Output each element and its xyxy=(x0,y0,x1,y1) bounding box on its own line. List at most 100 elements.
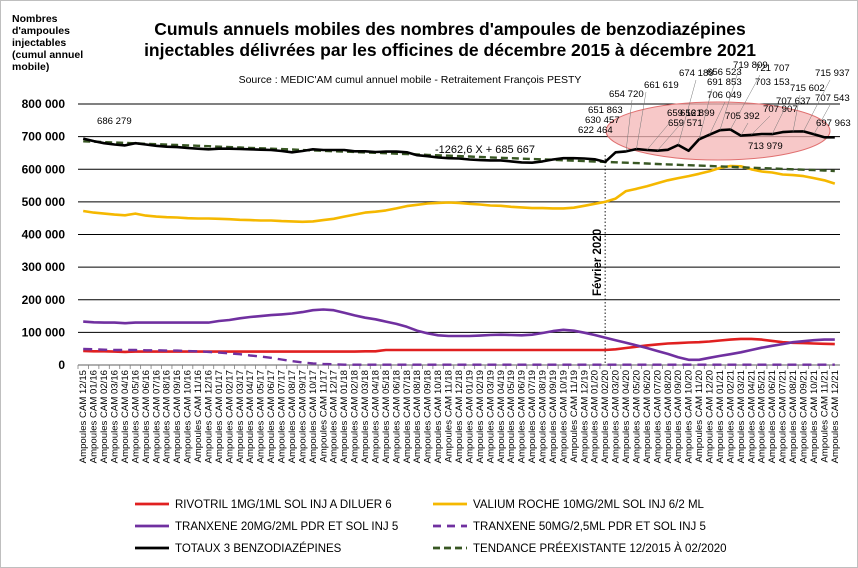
legend-label-5: TENDANCE PRÉEXISTANTE 12/2015 À 02/2020 xyxy=(473,542,727,555)
x-tick-label: Ampoules CAM 12/20 xyxy=(705,370,716,463)
annotation-first-point: 686 279 xyxy=(97,116,132,127)
data-label: 707 907 xyxy=(763,104,798,115)
x-tick-label: Ampoules CAM 08/17 xyxy=(287,370,298,463)
x-tick-label: Ampoules CAM 07/16 xyxy=(151,370,162,463)
chart-title-line-1: Cumuls annuels mobiles des nombres d'amp… xyxy=(154,19,746,39)
x-tick-label: Ampoules CAM 02/19 xyxy=(475,370,486,463)
data-label: 706 049 xyxy=(707,90,742,101)
data-label: 715 602 xyxy=(790,83,825,94)
leader-line xyxy=(792,94,801,132)
x-tick-label: Ampoules CAM 04/17 xyxy=(245,370,256,463)
leader-line xyxy=(740,122,749,136)
data-label: 707 543 xyxy=(815,93,850,104)
x-tick-label: Ampoules CAM 05/16 xyxy=(130,370,141,463)
x-tick-labels: Ampoules CAM 12/15 Ampoules CAM 01/16 Ampo… xyxy=(78,370,841,463)
data-label: 630 457 xyxy=(585,115,620,126)
x-tick-label: Ampoules CAM 08/21 xyxy=(788,370,799,463)
x-tick-label: Ampoules CAM 08/18 xyxy=(412,370,423,463)
y-axis-label-line-3: injectables xyxy=(12,37,66,49)
x-tick-label: Ampoules CAM 05/17 xyxy=(256,370,267,463)
x-tick-label: Ampoules CAM 07/18 xyxy=(402,370,413,463)
x-tick-label: Ampoules CAM 06/17 xyxy=(266,370,277,463)
x-tick-label: Ampoules CAM 04/18 xyxy=(370,370,381,463)
x-tick-label: Ampoules CAM 12/21 xyxy=(830,370,841,463)
series-line-0 xyxy=(83,337,835,354)
legend-label-0: RIVOTRIL 1MG/1ML SOL INJ A DILUER 6 xyxy=(175,499,392,511)
x-tick-label: Ampoules CAM 07/20 xyxy=(652,370,663,463)
x-tick-label: Ampoules CAM 06/16 xyxy=(141,370,152,463)
data-label: 622 464 xyxy=(578,125,613,136)
y-axis-label-line-1: Nombres xyxy=(12,13,58,25)
series-line-2 xyxy=(83,308,835,362)
x-tick-label: Ampoules CAM 10/19 xyxy=(558,370,569,463)
x-tick-label: Ampoules CAM 05/19 xyxy=(506,370,517,463)
x-tick-label: Ampoules CAM 01/20 xyxy=(590,370,601,463)
x-tick-label: Ampoules CAM 08/16 xyxy=(162,370,173,463)
series-lines xyxy=(82,128,836,366)
data-label: 661 619 xyxy=(644,80,679,91)
data-label: 705 392 xyxy=(725,111,760,122)
x-tick-label: Ampoules CAM 12/17 xyxy=(329,370,340,463)
x-tick-label: Ampoules CAM 07/21 xyxy=(778,370,789,463)
leader-line xyxy=(625,99,633,152)
x-tick-label: Ampoules CAM 09/16 xyxy=(172,370,183,463)
chart-title: Cumuls annuels mobiles des nombres d'amp… xyxy=(144,19,756,60)
x-tick-label: Ampoules CAM 06/21 xyxy=(767,370,778,463)
x-tick-label: Ampoules CAM 01/21 xyxy=(715,370,726,463)
data-label: 715 937 xyxy=(815,68,850,79)
x-tick-label: Ampoules CAM 01/16 xyxy=(89,370,100,463)
data-label: 707 637 xyxy=(776,96,811,107)
x-tick-label: Ampoules CAM 06/19 xyxy=(517,370,528,463)
chart-subtitle: Source : MEDIC'AM cumul annuel mobile - … xyxy=(239,74,582,86)
x-tick-label: Ampoules CAM 02/21 xyxy=(725,370,736,463)
x-tick-label: Ampoules CAM 11/18 xyxy=(444,370,455,463)
trend-equation: -1262,6 X + 685 667 xyxy=(435,144,535,156)
x-tick-label: Ampoules CAM 11/21 xyxy=(819,370,830,463)
data-label: 656 523 xyxy=(707,67,742,78)
data-label: 654 720 xyxy=(609,89,644,100)
leader-line xyxy=(636,91,647,150)
x-tick-label: Ampoules CAM 05/20 xyxy=(631,370,642,463)
data-label: 651 863 xyxy=(588,105,623,116)
x-tick-label: Ampoules CAM 09/18 xyxy=(423,370,434,463)
y-axis-label-line-4: (cumul annuel xyxy=(12,49,83,61)
leader-line xyxy=(803,79,831,132)
x-tick-label: Ampoules CAM 09/17 xyxy=(297,370,308,463)
y-tick-labels: 0 100 000 200 000 300 000 400 000 500 000 600 … xyxy=(22,97,66,372)
leader-line xyxy=(657,119,685,151)
data-label: 656 899 xyxy=(680,108,715,119)
x-tick-label: Ampoules CAM 11/16 xyxy=(193,370,204,463)
x-tick-label: Ampoules CAM 08/20 xyxy=(663,370,674,463)
x-tick-label: Ampoules CAM 10/16 xyxy=(183,370,194,463)
y-tick-label: 600 000 xyxy=(22,162,66,176)
february-2020-label: Février 2020 xyxy=(592,229,604,296)
legend-label-1: VALIUM ROCHE 10MG/2ML SOL INJ 6/2 ML xyxy=(473,499,705,511)
leader-line xyxy=(751,115,771,136)
leader-line xyxy=(646,119,673,151)
x-tick-label: Ampoules CAM 01/17 xyxy=(214,370,225,463)
x-tick-label: Ampoules CAM 10/21 xyxy=(809,370,820,463)
legend-label-3: TRANXENE 50MG/2,5ML PDR ET SOL INJ 5 xyxy=(473,521,706,533)
leader-line xyxy=(730,74,761,130)
y-tick-label: 400 000 xyxy=(22,228,66,242)
leader-line xyxy=(771,107,786,135)
x-tick-label: Ampoules CAM 03/18 xyxy=(360,370,371,463)
x-tick-label: Ampoules CAM 11/19 xyxy=(569,370,580,463)
x-tick-label: Ampoules CAM 06/20 xyxy=(642,370,653,463)
data-label: 713 979 xyxy=(748,141,783,152)
series-line-1 xyxy=(83,164,836,224)
x-tick-label: Ampoules CAM 09/19 xyxy=(548,370,559,463)
x-tick-label: Ampoules CAM 11/17 xyxy=(318,370,329,463)
x-tick-label: Ampoules CAM 03/16 xyxy=(110,370,121,463)
x-tick-label: Ampoules CAM 12/18 xyxy=(454,370,465,463)
x-tick-label: Ampoules CAM 09/21 xyxy=(798,370,809,463)
data-label: 674 189 xyxy=(679,68,714,79)
x-tick-label: Ampoules CAM 03/17 xyxy=(235,370,246,463)
x-tick-label: Ampoules CAM 12/15 xyxy=(78,370,89,463)
data-label: 697 963 xyxy=(816,118,851,129)
data-label: 703 153 xyxy=(755,77,790,88)
y-axis-label-line-5: mobile) xyxy=(12,61,49,73)
x-tick-label: Ampoules CAM 02/17 xyxy=(224,370,235,463)
x-tick-label: Ampoules CAM 02/18 xyxy=(350,370,361,463)
